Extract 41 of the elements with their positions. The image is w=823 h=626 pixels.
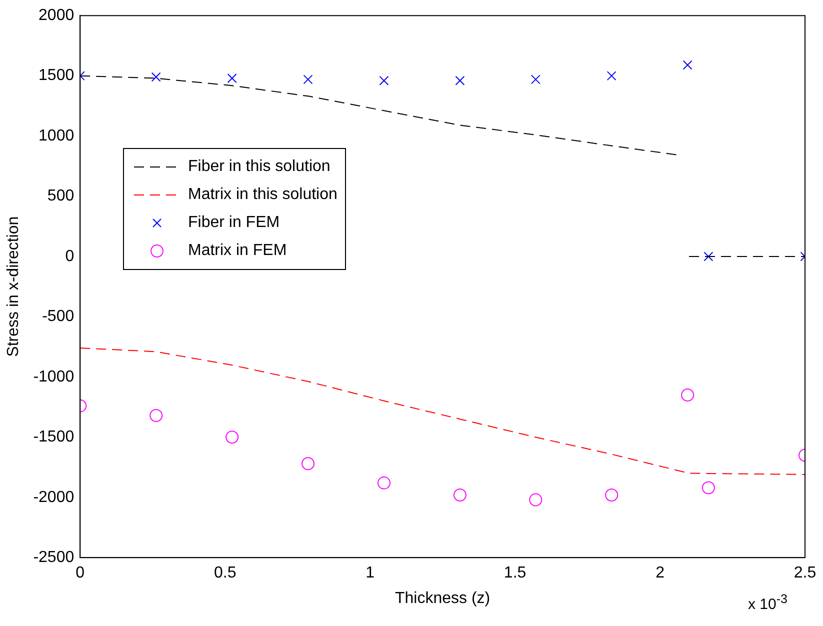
point bbox=[605, 488, 618, 502]
point bbox=[303, 74, 313, 84]
x-tick-label: 0.5 bbox=[214, 564, 236, 582]
point bbox=[302, 457, 315, 470]
point bbox=[681, 388, 694, 402]
y-tick-label: 1000 bbox=[38, 127, 74, 144]
legend-label: Matrix in FEM bbox=[188, 242, 287, 260]
point bbox=[377, 476, 390, 490]
y-tick-label: 0 bbox=[65, 248, 74, 265]
y-tick-label: -2000 bbox=[33, 488, 74, 506]
y-tick-label: -1500 bbox=[33, 428, 74, 446]
point bbox=[150, 408, 163, 422]
y-tick-label: 1500 bbox=[38, 67, 74, 84]
x-tick-label: 1.5 bbox=[504, 564, 526, 582]
point bbox=[704, 252, 714, 262]
y-tick-label: -500 bbox=[42, 308, 74, 326]
y-tick-label: -1000 bbox=[33, 368, 74, 386]
x-tick-label: 2.5 bbox=[794, 564, 816, 582]
x-tick-label: 1 bbox=[366, 564, 375, 582]
x-tick-label: 2 bbox=[656, 564, 665, 582]
point bbox=[379, 76, 389, 86]
legend-label: Fiber in this solution bbox=[188, 158, 330, 176]
point bbox=[151, 72, 161, 82]
y-tick-label: 2000 bbox=[38, 7, 74, 24]
point bbox=[682, 60, 692, 70]
y-axis-title: Stress in x-direction bbox=[5, 216, 22, 357]
point bbox=[606, 71, 616, 81]
point bbox=[702, 481, 715, 494]
line-series bbox=[80, 348, 805, 475]
point bbox=[455, 76, 465, 86]
point bbox=[227, 73, 237, 83]
text: x 10$^{-3}$ bbox=[748, 592, 788, 613]
y-tick-label: -2500 bbox=[33, 549, 74, 566]
point bbox=[226, 430, 239, 444]
x-axis-title: Thickness (z) bbox=[395, 590, 490, 607]
y-tick-label: 500 bbox=[47, 188, 74, 205]
legend-label: Fiber in FEM bbox=[188, 214, 280, 232]
point bbox=[453, 488, 466, 502]
point bbox=[529, 493, 542, 506]
point bbox=[530, 74, 540, 84]
legend-label: Matrix in this solution bbox=[188, 186, 338, 204]
